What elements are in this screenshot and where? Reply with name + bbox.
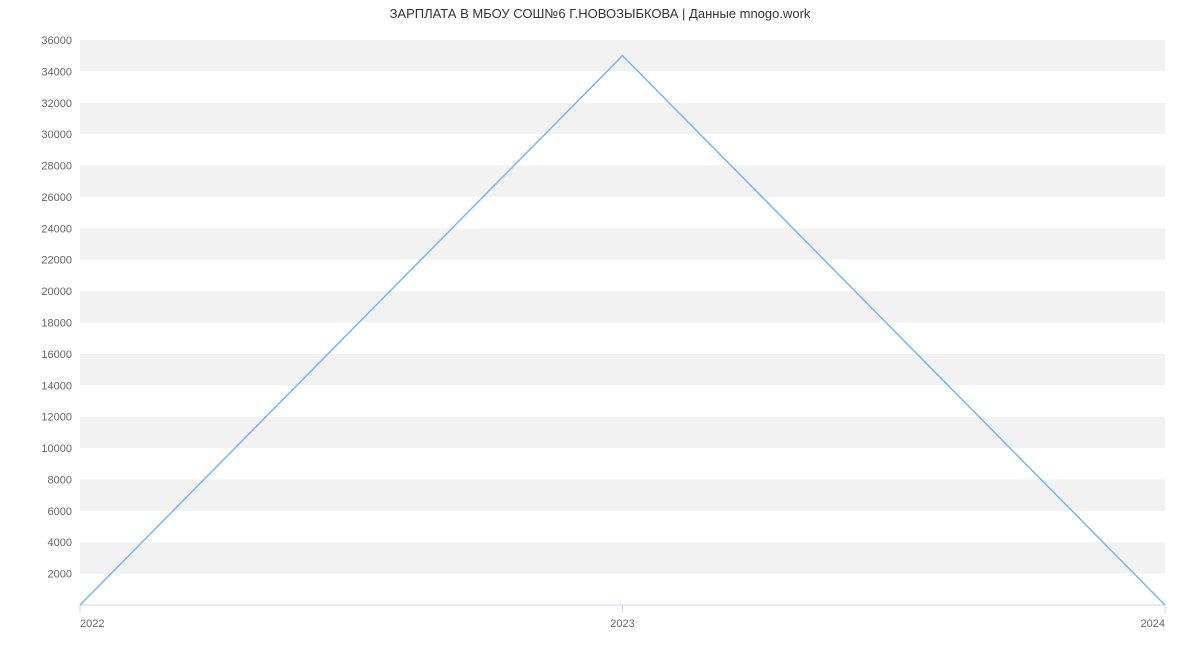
svg-text:18000: 18000 [41,318,72,330]
svg-text:8000: 8000 [48,474,72,486]
svg-text:10000: 10000 [41,443,72,455]
svg-text:14000: 14000 [41,380,72,392]
svg-text:36000: 36000 [41,35,72,47]
svg-text:30000: 30000 [41,129,72,141]
line-chart: 2000 4000 6000 8000 10000 12000 14000 16000 1800… [0,0,1200,650]
chart-container: ЗАРПЛАТА В МБОУ СОШ№6 Г.НОВОЗЫБКОВА | Да… [0,0,1200,650]
svg-text:4000: 4000 [48,537,72,549]
svg-text:12000: 12000 [41,412,72,424]
svg-text:20000: 20000 [41,286,72,298]
svg-text:28000: 28000 [41,161,72,173]
svg-text:16000: 16000 [41,349,72,361]
svg-text:24000: 24000 [41,223,72,235]
svg-text:2000: 2000 [48,569,72,581]
svg-text:6000: 6000 [48,506,72,518]
svg-text:2022: 2022 [80,618,104,630]
svg-text:2024: 2024 [1141,618,1165,630]
svg-text:32000: 32000 [41,98,72,110]
svg-text:26000: 26000 [41,192,72,204]
chart-title: ЗАРПЛАТА В МБОУ СОШ№6 Г.НОВОЗЫБКОВА | Да… [0,6,1200,21]
svg-text:22000: 22000 [41,255,72,267]
svg-text:2023: 2023 [610,618,634,630]
svg-text:34000: 34000 [41,66,72,78]
